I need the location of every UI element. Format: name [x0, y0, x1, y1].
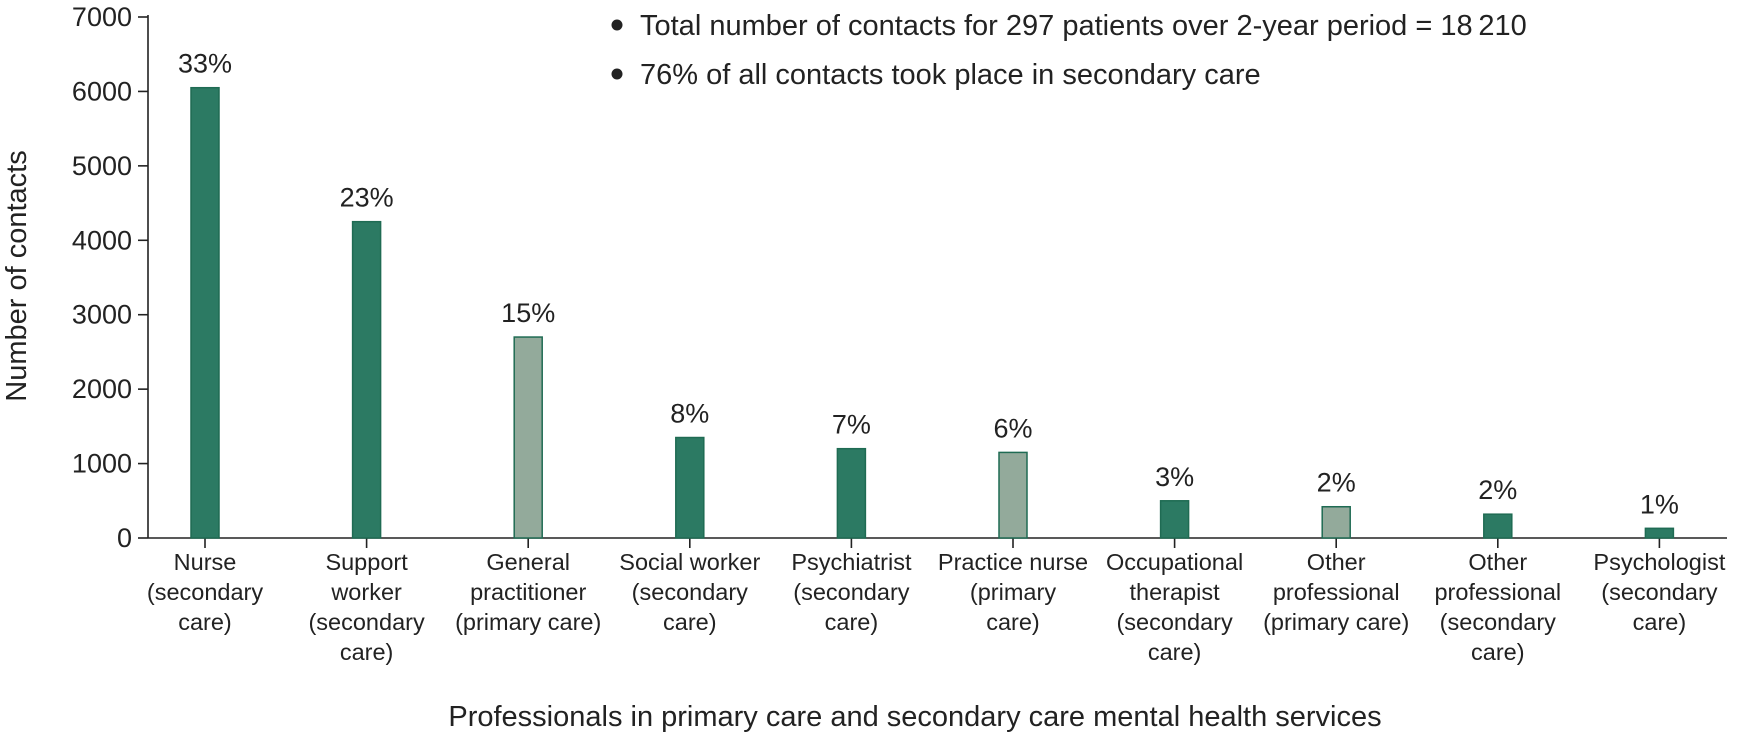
category-label-line: care) [1148, 639, 1202, 665]
y-axis-title: Number of contacts [1, 150, 33, 401]
y-tick-label: 4000 [72, 225, 132, 255]
category-label-line: (primary care) [1263, 609, 1409, 635]
y-tick-label: 7000 [72, 2, 132, 32]
category-label-line: (secondary [1116, 609, 1232, 635]
annotation-secondary-share: 76% of all contacts took place in second… [640, 59, 1261, 91]
category-label: Psychologist (secondary care) [1593, 549, 1725, 635]
y-tick-label: 2000 [72, 374, 132, 404]
category-label-line: (secondary [147, 579, 263, 605]
bar-primary-care [1321, 505, 1351, 539]
category-label: General practitioner (primary care) [455, 549, 601, 635]
bar-primary-care [998, 451, 1028, 539]
category-label: Support worker (secondary care) [308, 549, 424, 665]
category-label-line: Support [325, 549, 408, 575]
category-label-line: (secondary [1601, 579, 1717, 605]
category-label-line: care) [1633, 609, 1687, 635]
category-label-line: care) [986, 609, 1040, 635]
bar-percent-label: 2% [1478, 475, 1517, 505]
category-label-line: care) [663, 609, 717, 635]
bar-secondary-care [1159, 500, 1190, 539]
y-tick-label: 1000 [72, 449, 132, 479]
category-label-line: therapist [1130, 579, 1221, 605]
category-label-line: practitioner [470, 579, 586, 605]
category-label-line: Practice nurse [938, 549, 1088, 575]
bar-secondary-care [190, 86, 220, 539]
x-axis-title: Professionals in primary care and second… [448, 701, 1381, 733]
bar-percent-label: 1% [1640, 489, 1679, 519]
bar-percent-label: 33% [178, 49, 232, 79]
bar-percent-label: 3% [1155, 462, 1194, 492]
annotation-box: Total number of contacts for 297 patient… [611, 10, 1527, 91]
bar-secondary-care [1483, 513, 1513, 539]
category-label: Other professional (secondary care) [1434, 549, 1561, 665]
category-label: Psychiatrist (secondary care) [791, 549, 912, 635]
bar-percent-label: 23% [340, 183, 394, 213]
bar-percent-label: 6% [993, 413, 1032, 443]
labels: 33% Nurse (secondary care) 23% Support worker (… [147, 49, 1726, 665]
category-label-line: (primary care) [455, 609, 601, 635]
bars [190, 86, 1675, 539]
category-label-line: Other [1468, 549, 1527, 575]
category-label: Other professional (primary care) [1263, 549, 1409, 635]
y-tick-label: 6000 [72, 76, 132, 106]
category-label-line: Occupational [1106, 549, 1243, 575]
category-label-line: care) [340, 639, 394, 665]
bar-percent-label: 8% [670, 399, 709, 429]
category-label-line: (secondary [1440, 609, 1556, 635]
category-label-line: care) [825, 609, 879, 635]
category-label-line: Nurse [174, 549, 237, 575]
annotation-total-contacts: Total number of contacts for 297 patient… [640, 10, 1527, 42]
bullet-icon [611, 68, 623, 80]
category-label-line: care) [178, 609, 232, 635]
category-label-line: (secondary [632, 579, 748, 605]
category-label-line: Psychologist [1593, 549, 1725, 575]
y-tick-label: 0 [117, 523, 132, 553]
bar-primary-care [513, 336, 543, 539]
category-label-line: Social worker [619, 549, 760, 575]
bar-percent-label: 15% [501, 298, 555, 328]
category-label-line: Psychiatrist [791, 549, 912, 575]
category-label-line: (primary [970, 579, 1056, 605]
category-label-line: (secondary [793, 579, 909, 605]
bar-percent-label: 7% [832, 410, 871, 440]
bar-secondary-care [1644, 527, 1675, 539]
category-label: Occupational therapist (secondary care) [1106, 549, 1243, 665]
category-label-line: care) [1471, 639, 1525, 665]
category-label-line: General [486, 549, 570, 575]
category-label-line: professional [1434, 579, 1561, 605]
y-tick-label: 5000 [72, 151, 132, 181]
bar-percent-label: 2% [1317, 468, 1356, 498]
category-label-line: Other [1307, 549, 1366, 575]
category-label: Practice nurse (primary care) [938, 549, 1088, 635]
category-label-line: (secondary [308, 609, 424, 635]
bullet-icon [611, 19, 623, 31]
category-label: Social worker (secondary care) [619, 549, 760, 635]
bar-secondary-care [675, 436, 705, 539]
bar-secondary-care [351, 220, 382, 539]
axes: 0 1000 2000 3000 4000 5000 6000 7000 [72, 2, 1727, 553]
bar-secondary-care [836, 447, 867, 539]
category-label-line: worker [330, 579, 402, 605]
category-label: Nurse (secondary care) [147, 549, 263, 635]
y-tick-label: 3000 [72, 300, 132, 330]
category-label-line: professional [1273, 579, 1400, 605]
